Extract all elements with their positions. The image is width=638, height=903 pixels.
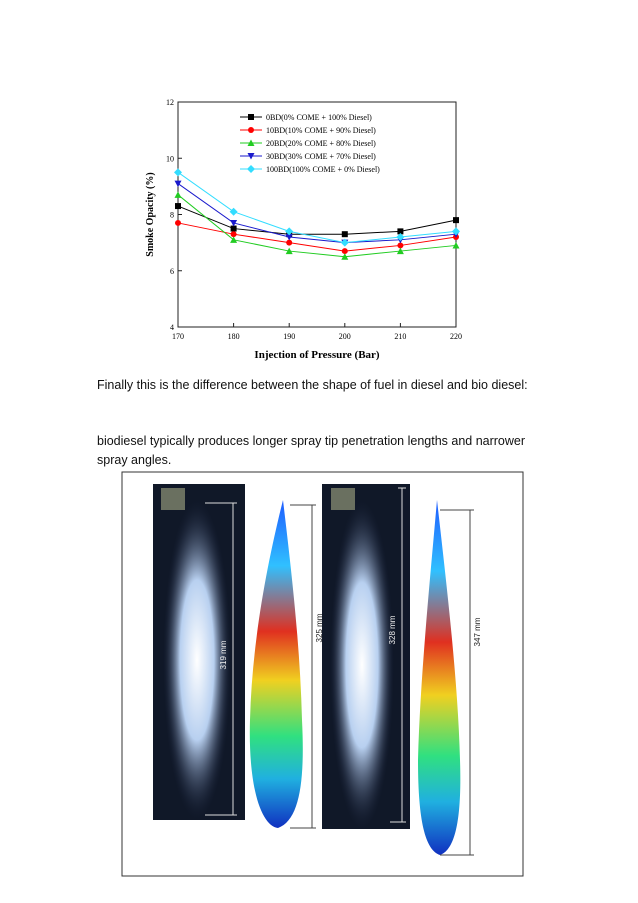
legend-marker (247, 165, 255, 173)
y-tick-label: 12 (166, 98, 174, 107)
legend-label: 0BD(0% COME + 100% Diesel) (266, 113, 372, 122)
data-point (286, 239, 293, 246)
data-point (175, 203, 181, 210)
x-tick-label: 180 (228, 332, 240, 341)
data-point (174, 168, 182, 177)
data-point (397, 242, 404, 249)
data-point (230, 231, 237, 238)
data-point (285, 234, 293, 241)
y-tick-label: 8 (170, 211, 174, 220)
x-tick-label: 210 (394, 332, 406, 341)
series-line (177, 171, 457, 244)
data-point (175, 219, 181, 226)
legend-label: 20BD(20% COME + 80% Diesel) (266, 139, 376, 148)
dimension-line (390, 487, 406, 823)
dimension-label: 328 mm (388, 615, 397, 644)
nozzle (331, 488, 355, 510)
series-line (177, 183, 457, 244)
y-tick-label: 4 (170, 323, 174, 332)
spray-photo (322, 484, 410, 829)
x-tick-label: 200 (339, 332, 351, 341)
x-tick-label: 220 (450, 332, 462, 341)
x-tick-label: 190 (283, 332, 295, 341)
paragraph: biodiesel typically produces longer spra… (97, 434, 526, 467)
x-tick-label: 170 (172, 332, 184, 341)
dimension-label: 325 mm (315, 613, 324, 642)
nozzle (161, 488, 185, 510)
legend-marker (247, 139, 255, 146)
data-point (341, 248, 348, 255)
spray-photo (153, 484, 245, 820)
legend-label: 10BD(10% COME + 90% Diesel) (266, 126, 376, 135)
legend-marker (248, 114, 254, 120)
spray-plume (163, 500, 231, 820)
spray-simulation (249, 500, 303, 828)
dimension-line (290, 504, 316, 829)
data-point (174, 191, 182, 198)
data-point (397, 228, 404, 235)
series-line (177, 205, 457, 235)
data-point (452, 227, 460, 236)
y-tick-label: 10 (166, 154, 174, 163)
x-axis-label: Injection of Pressure (Bar) (254, 349, 379, 361)
data-point (174, 180, 182, 188)
figure-frame (121, 471, 524, 877)
data-point (285, 247, 293, 255)
data-point (230, 219, 238, 227)
dimension-line (440, 509, 474, 856)
plot-frame (177, 101, 457, 328)
dimension-line (205, 502, 237, 816)
data-point (285, 227, 294, 236)
legend-label: 30BD(30% COME + 70% Diesel) (266, 152, 376, 161)
data-point (229, 207, 238, 216)
data-point (396, 247, 404, 255)
data-point (230, 236, 238, 243)
data-point (452, 241, 460, 249)
chart: 4 6 8 10 12 170 180 190 200 210 220 Injection of Pr… (145, 98, 462, 361)
paragraph: Finally this is the difference between t… (97, 378, 528, 392)
y-axis-label: Smoke Opacity (%) (145, 172, 156, 256)
legend-marker (247, 153, 255, 160)
spray-simulation (418, 500, 461, 855)
series-line (177, 194, 457, 258)
data-point (453, 217, 459, 224)
dimension-label: 319 mm (219, 640, 228, 669)
dimension-label: 347 mm (473, 617, 482, 646)
data-point (340, 238, 349, 247)
data-point (230, 225, 237, 232)
legend-label: 100BD(100% COME + 0% Diesel) (266, 165, 380, 174)
data-point (396, 233, 405, 241)
y-tick-label: 6 (170, 267, 174, 276)
data-point (341, 231, 348, 238)
spray-plume (330, 500, 394, 830)
legend-marker (248, 127, 254, 133)
data-point (341, 253, 349, 260)
